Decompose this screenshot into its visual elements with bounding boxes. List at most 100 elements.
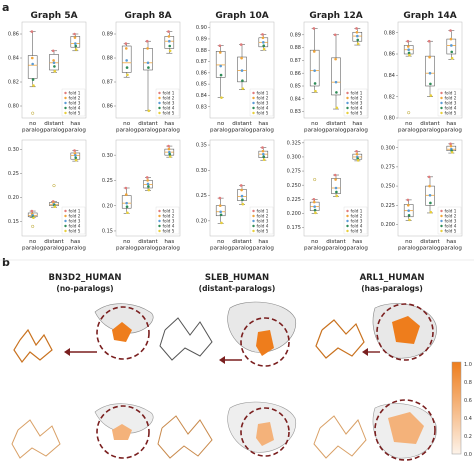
legend-frame [437, 88, 462, 117]
legend-label: fold 1 [257, 90, 269, 95]
box-iqr [331, 57, 341, 96]
x-category-label: paralog [22, 128, 44, 134]
legend-label: fold 3 [69, 100, 81, 105]
fold-point [262, 155, 266, 158]
legend-frame [155, 88, 180, 117]
fold-point [450, 44, 453, 47]
legend-swatch [64, 229, 67, 233]
fold-point [313, 82, 317, 85]
legend-label: fold 5 [69, 228, 81, 233]
fold-point [406, 39, 410, 43]
x-category-label: has [446, 121, 456, 127]
fold-point [147, 188, 151, 192]
x-category-label: paralog [398, 128, 420, 134]
y-tick-label: 0.86 [290, 71, 301, 77]
x-category-label: paralog [231, 128, 253, 134]
y-tick-label: 0.300 [381, 145, 395, 151]
fold-point [167, 35, 171, 38]
x-category-label: no [405, 121, 413, 127]
fold-point [313, 205, 316, 208]
fold-point [314, 211, 317, 215]
y-tick-label: 0.15 [8, 219, 19, 225]
x-category-label: paralog [253, 128, 275, 134]
fold-point [240, 69, 244, 72]
fold-point [167, 144, 170, 148]
legend-label: fold 2 [163, 95, 175, 100]
legend-label: fold 2 [69, 213, 81, 218]
fold-point [219, 213, 223, 217]
binding-site-patch [112, 322, 132, 342]
fold-point [407, 209, 410, 212]
x-category-label: distant [138, 239, 158, 245]
legend-label: fold 1 [163, 208, 175, 213]
fold-point [31, 62, 34, 66]
fold-point [312, 27, 316, 30]
fold-point [146, 182, 150, 186]
legend-label: fold 3 [69, 218, 81, 223]
fold-point [450, 50, 454, 54]
legend-label: fold 2 [69, 95, 81, 100]
structure-column-3: ARL1_HUMAN (has-paralogs) [313, 273, 437, 461]
y-tick-label: 0.30 [102, 153, 113, 159]
x-category-label: paralog [231, 246, 253, 252]
legend-swatch [346, 214, 349, 218]
legend-swatch [64, 96, 67, 100]
fold-point [262, 41, 265, 44]
legend-swatch [440, 111, 443, 115]
y-tick-label: 0.225 [381, 203, 395, 209]
x-category-label: paralog [347, 246, 369, 252]
fold-point [313, 69, 316, 72]
fold-point [262, 158, 266, 162]
panel-3: Graph 10A 0.83 0.84 0.85 0.86 0.87 0.88 0.89 0.9… [196, 11, 275, 252]
subplot-bottom: 0.175 0.200 0.225 0.250 0.275 0.300 0.325 fold … [287, 139, 369, 252]
legend-swatch [64, 101, 67, 105]
y-tick-label: 0.200 [287, 211, 301, 217]
legend-swatch [252, 229, 255, 233]
binding-site-circle [376, 303, 434, 361]
y-tick-label: 0.20 [102, 203, 113, 209]
fold-point [428, 55, 431, 59]
fold-point [73, 36, 77, 39]
panel-title: Graph 12A [309, 11, 362, 21]
x-category-label: has [164, 121, 174, 127]
y-tick-label: 0.15 [102, 229, 113, 235]
legend-swatch [64, 111, 67, 115]
legend-label: fold 4 [257, 105, 269, 110]
fold-point [73, 149, 76, 152]
outlier-point [31, 224, 35, 228]
y-tick-label: 0.85 [290, 84, 301, 90]
x-category-label: paralog [419, 128, 441, 134]
fold-point [408, 218, 411, 222]
x-category-label: paralog [65, 128, 87, 134]
legend-swatch [158, 111, 161, 115]
y-tick-label: 0.250 [287, 183, 301, 189]
x-category-label: paralog [210, 128, 232, 134]
y-tick-label: 0.87 [196, 59, 207, 65]
fold-point [73, 32, 76, 36]
fold-point [355, 27, 358, 30]
structure-group: (no-paralogs) [56, 284, 113, 293]
legend-frame [343, 88, 368, 117]
colorbar-tick: 0.0 [464, 452, 472, 458]
box-3 [258, 33, 269, 51]
x-category-label: distant [232, 239, 252, 245]
fold-point [429, 210, 433, 214]
fold-point [168, 155, 172, 158]
fold-point [355, 149, 358, 153]
legend-swatch [64, 219, 67, 223]
binding-site-circle-2 [96, 405, 150, 459]
fold-point [334, 57, 337, 61]
x-category-label: no [123, 239, 131, 245]
legend-label: fold 3 [163, 100, 175, 105]
colorbar-tick: 0.4 [464, 416, 472, 422]
box-2 [425, 175, 435, 214]
box-1 [309, 27, 320, 93]
fold-point [407, 48, 410, 52]
fold-point [356, 42, 360, 46]
